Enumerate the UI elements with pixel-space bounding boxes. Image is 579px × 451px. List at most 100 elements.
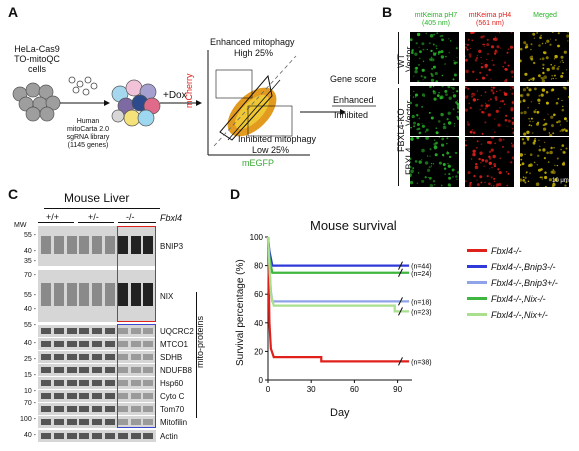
blot-lane bbox=[79, 341, 90, 347]
blot-band-sdhb bbox=[38, 351, 156, 363]
n-label: (n=24) bbox=[411, 271, 431, 278]
blot-band-tom70 bbox=[38, 403, 156, 415]
blot-lane bbox=[53, 406, 64, 412]
axis-break-mark bbox=[398, 268, 403, 277]
legend-swatch bbox=[467, 249, 487, 252]
mw-marker: 40 - bbox=[23, 306, 36, 313]
highlight-box-blue bbox=[117, 324, 156, 428]
gene-score-label: Gene score bbox=[330, 74, 377, 84]
protein-label: MTCO1 bbox=[160, 340, 188, 349]
blot-lane bbox=[130, 367, 141, 373]
blot-lane bbox=[79, 367, 90, 373]
mw-marker: 100 - bbox=[20, 416, 36, 423]
blot-lane bbox=[41, 393, 51, 399]
blot-lane bbox=[117, 433, 128, 439]
blot-lane bbox=[79, 393, 90, 399]
micrograph-r1-c3 bbox=[520, 32, 569, 82]
blot-lane bbox=[79, 380, 90, 386]
blot-lane bbox=[143, 367, 154, 373]
n-label: (n=23) bbox=[411, 309, 431, 316]
blot-lane bbox=[92, 283, 103, 307]
protein-label: Mitofilin bbox=[160, 418, 188, 427]
fbxl4-gene-label: Fbxl4 bbox=[160, 213, 183, 223]
mito-bracket bbox=[196, 292, 197, 418]
legend-label: Fbxl4-/-,Nix+/- bbox=[491, 310, 548, 320]
protein-label: NIX bbox=[160, 292, 174, 301]
blot-lane bbox=[105, 341, 115, 347]
legend-label: Fbxl4-/-,Nix-/- bbox=[491, 294, 546, 304]
legend-swatch bbox=[467, 297, 487, 300]
micrograph-r3-c3 bbox=[520, 137, 569, 187]
blot-lane bbox=[79, 433, 90, 439]
blot-lane bbox=[41, 380, 51, 386]
micrograph-r2-c3 bbox=[520, 86, 569, 136]
chart-title: Mouse survival bbox=[310, 218, 397, 233]
mw-marker: 35 - bbox=[23, 258, 36, 265]
protein-label: Hsp60 bbox=[160, 379, 184, 388]
blot-lane bbox=[79, 419, 90, 425]
facs-x-label: mEGFP bbox=[242, 158, 275, 168]
blot-lane bbox=[53, 341, 64, 347]
blot-lane bbox=[92, 380, 103, 386]
micrograph-r2-c1 bbox=[410, 86, 459, 136]
protein-label: NDUFB8 bbox=[160, 366, 193, 375]
protein-label: Tom70 bbox=[160, 405, 185, 414]
blot-lane bbox=[79, 236, 90, 254]
inhibited-gate-label: Inhibited mitophagy bbox=[238, 134, 317, 144]
blot-lane bbox=[143, 283, 154, 307]
mw-marker: 55 - bbox=[23, 232, 36, 239]
n-label: (n=18) bbox=[411, 299, 431, 306]
blot-lane bbox=[41, 354, 51, 360]
library-label: Human mitoCarta 2.0 sgRNA library (1145 … bbox=[66, 118, 110, 149]
ko-bracket bbox=[398, 88, 399, 186]
col-header-ph4: mtKeima pH4 (561 nm) bbox=[468, 12, 512, 27]
blot-lane bbox=[130, 354, 141, 360]
blot-lane bbox=[130, 328, 141, 334]
col-header-merged: Merged bbox=[533, 12, 557, 19]
sgrna-library-icon bbox=[68, 76, 98, 96]
y-tick-label: 80 bbox=[254, 262, 263, 271]
blot-lane bbox=[41, 236, 51, 254]
y-tick-label: 100 bbox=[250, 233, 264, 242]
mw-marker: 25 - bbox=[23, 356, 36, 363]
blot-lane bbox=[53, 393, 64, 399]
blot-band-cyto-c bbox=[38, 390, 156, 402]
panel-label-c: C bbox=[8, 186, 19, 202]
blot-lane bbox=[53, 433, 64, 439]
micrograph-r2-c2 bbox=[465, 86, 514, 136]
blot-band-nix bbox=[38, 270, 156, 322]
highlight-box-red bbox=[117, 226, 156, 322]
blot-lane bbox=[53, 236, 64, 254]
cell-cluster-icon bbox=[12, 82, 61, 122]
mw-marker: 10 - bbox=[23, 388, 36, 395]
blot-band-bnip3 bbox=[38, 226, 156, 266]
x-tick-label: 0 bbox=[266, 385, 271, 394]
blot-lane bbox=[130, 236, 141, 254]
blot-lane bbox=[66, 236, 77, 254]
panel-label-a: A bbox=[8, 4, 19, 20]
blot-lane bbox=[53, 354, 64, 360]
series-line-3 bbox=[266, 236, 410, 303]
blot-lane bbox=[105, 406, 115, 412]
scale-bar-label: 10 μm bbox=[552, 178, 569, 184]
blot-lane bbox=[66, 328, 77, 334]
blot-lane bbox=[117, 367, 128, 373]
low-gate-label: Low 25% bbox=[252, 145, 290, 155]
micrograph-r3-c1 bbox=[410, 137, 459, 187]
n-label: (n=44) bbox=[411, 264, 431, 271]
blot-lane bbox=[117, 354, 128, 360]
y-tick-label: 40 bbox=[254, 319, 263, 328]
blot-lane bbox=[117, 328, 128, 334]
blot-lane bbox=[105, 433, 115, 439]
blot-lane bbox=[92, 419, 103, 425]
blot-lane bbox=[92, 393, 103, 399]
axis-break-mark bbox=[398, 307, 403, 316]
genotype-het: +/- bbox=[88, 212, 99, 222]
legend-swatch bbox=[467, 313, 487, 316]
n-label: (n=38) bbox=[411, 359, 431, 366]
mw-marker: 40 - bbox=[23, 340, 36, 347]
transduced-cells-icon bbox=[111, 79, 161, 127]
blot-lane bbox=[53, 419, 64, 425]
mw-marker: 55 - bbox=[23, 322, 36, 329]
blot-lane bbox=[66, 393, 77, 399]
